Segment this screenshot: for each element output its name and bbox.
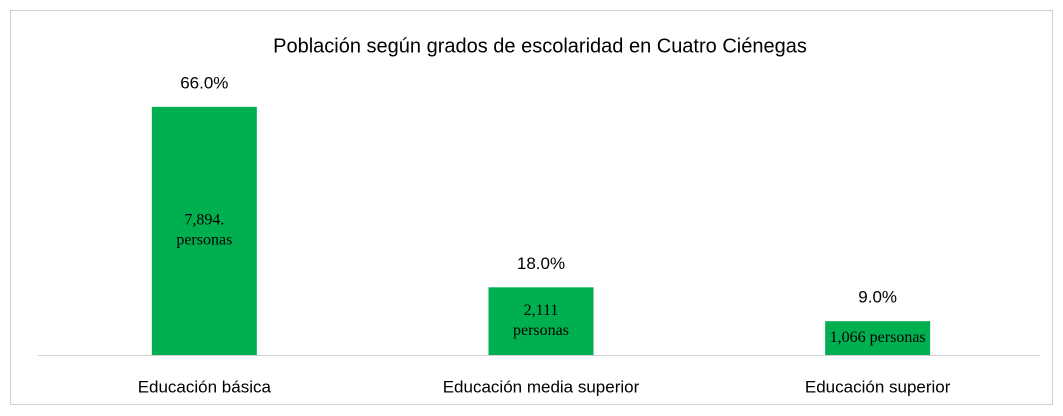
x-tick-label: Educación media superior <box>443 377 640 396</box>
inner-label: 7,894. <box>184 212 224 229</box>
chart-title: Población según grados de escolaridad en… <box>273 35 807 57</box>
inner-label: 1,066 personas <box>830 329 926 346</box>
bar <box>825 321 931 355</box>
x-tick-label: Educación básica <box>138 377 272 396</box>
inner-label: personas <box>176 232 232 249</box>
x-tick-label: Educación superior <box>805 377 951 396</box>
bar <box>151 106 257 355</box>
bar <box>488 287 594 355</box>
inner-label: 2,111 <box>524 302 559 319</box>
value-label: 66.0% <box>180 73 228 92</box>
value-label: 9.0% <box>858 288 897 307</box>
inner-label: personas <box>513 322 569 339</box>
value-label: 18.0% <box>517 254 565 273</box>
